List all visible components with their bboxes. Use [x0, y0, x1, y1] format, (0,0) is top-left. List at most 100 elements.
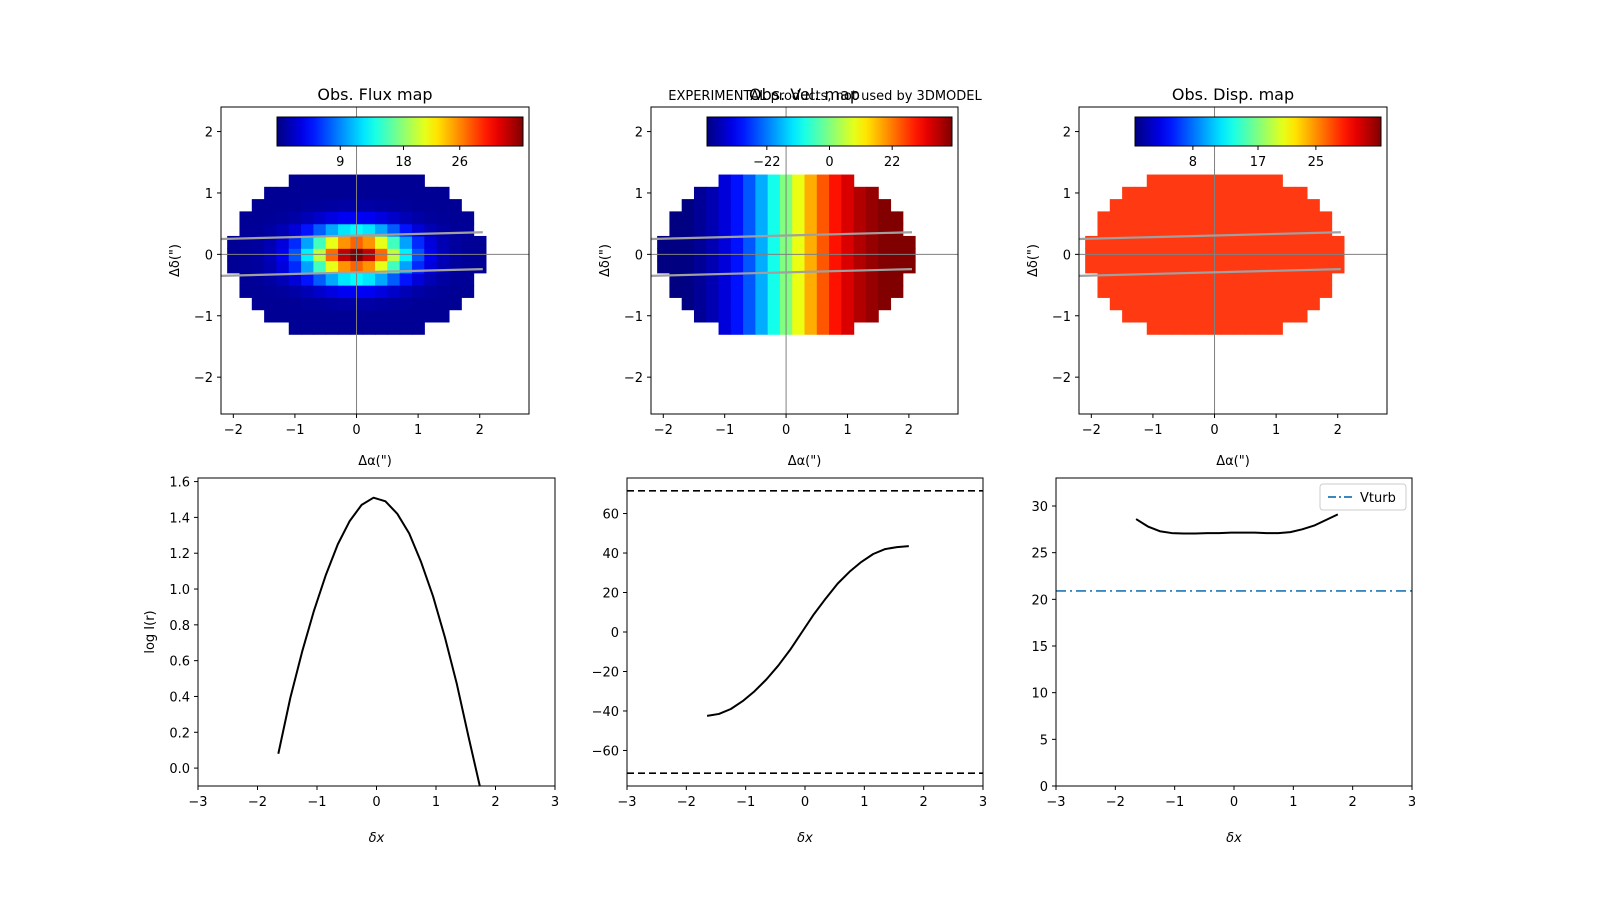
map-pixel	[424, 235, 438, 249]
map-pixel	[767, 272, 781, 286]
map-pixel	[1146, 199, 1160, 212]
map-pixel	[865, 223, 879, 237]
map-pixel	[1183, 321, 1197, 335]
map-pixel	[301, 186, 314, 200]
map-pixel	[338, 309, 351, 323]
map-pixel	[1245, 174, 1259, 188]
map-pixel	[276, 309, 290, 323]
x-tick-label: 3	[1408, 795, 1416, 810]
map-pixel	[804, 285, 818, 298]
map-pixel	[1196, 235, 1209, 249]
map-pixel	[1294, 285, 1308, 298]
x-tick-label: 1	[1272, 423, 1280, 438]
y-tick-label: 60	[602, 508, 619, 523]
map-pixel	[755, 174, 769, 188]
map-pixel	[804, 186, 818, 200]
map-pixel	[669, 285, 683, 298]
map-pixel	[301, 285, 314, 298]
map-pixel	[1171, 235, 1185, 249]
map-pixel	[1109, 211, 1123, 225]
y-tick-label: 15	[1031, 640, 1048, 655]
map-pixel	[288, 285, 302, 298]
panel-title: Obs. Disp. map	[1172, 85, 1294, 104]
map-pixel	[1134, 272, 1148, 286]
map-pixel	[767, 297, 781, 311]
map-pixel	[1183, 223, 1197, 237]
x-axis-label: Δα(")	[788, 454, 822, 469]
map-pixel	[718, 272, 732, 286]
map-pixel	[1269, 211, 1283, 225]
map-pixel	[743, 285, 756, 298]
map-pixel	[1146, 309, 1160, 323]
map-pixel	[387, 211, 401, 225]
map-pixel	[693, 186, 707, 200]
map-pixel	[816, 211, 830, 225]
map-pixel	[902, 260, 916, 274]
map-pixel	[301, 199, 314, 212]
map-pixel	[1294, 272, 1308, 286]
map-pixel	[1171, 211, 1185, 225]
y-tick-label: −1	[194, 310, 213, 325]
map-pixel	[730, 223, 744, 237]
map-pixel	[1196, 174, 1209, 188]
map-pixel	[829, 211, 842, 225]
map-pixel	[792, 223, 806, 237]
x-tick-label: 1	[414, 423, 422, 438]
colorbar	[1134, 116, 1382, 147]
flux-profile-panel: −3 −2 −1 0 1 2 3 0.0 0.2 0.4 0.6 0.8 1.0 1.2 1.4 1.6 δx l…	[143, 476, 559, 846]
y-tick-label: −2	[1052, 371, 1071, 386]
map-pixel	[288, 223, 302, 237]
map-pixel	[325, 309, 339, 323]
map-pixel	[804, 272, 818, 286]
map-pixel	[718, 297, 732, 311]
map-pixel	[375, 297, 388, 311]
map-pixel	[338, 260, 351, 274]
map-pixel	[288, 321, 302, 335]
map-pixel	[730, 260, 744, 274]
map-pixel	[436, 186, 450, 200]
legend-label: Vturb	[1360, 491, 1396, 506]
map-pixel	[461, 260, 475, 274]
map-pixel	[743, 199, 756, 212]
axes-frame	[220, 106, 530, 415]
map-pixel	[693, 272, 707, 286]
map-pixel	[448, 235, 462, 249]
map-pixel	[730, 174, 744, 188]
map-pixel	[411, 186, 425, 200]
map-pixel	[411, 211, 425, 225]
map-pixel	[399, 309, 413, 323]
map-pixel	[1257, 211, 1271, 225]
map-pixel	[338, 297, 351, 311]
y-axis-label: Δδ(")	[598, 244, 613, 277]
map-pixel	[693, 260, 707, 274]
map-pixel	[424, 285, 438, 298]
map-pixel	[1146, 285, 1160, 298]
map-pixel	[681, 297, 695, 311]
map-pixel	[681, 199, 695, 212]
map-pixel	[1146, 223, 1160, 237]
y-tick-label: 1	[205, 187, 213, 202]
map-pixel	[1146, 235, 1160, 249]
map-pixel	[1097, 260, 1111, 274]
map-pixel	[1109, 223, 1123, 237]
map-pixel	[841, 309, 855, 323]
map-pixel	[706, 211, 720, 225]
map-pixel	[375, 272, 388, 286]
map-pixel	[1109, 199, 1123, 212]
map-pixel	[1159, 186, 1172, 200]
map-pixel	[1233, 223, 1246, 237]
map-pixel	[424, 272, 438, 286]
map-pixel	[792, 321, 806, 335]
map-pixel	[841, 297, 855, 311]
map-pixel	[1122, 272, 1136, 286]
map-pixel	[1306, 260, 1320, 274]
map-pixel	[1146, 174, 1160, 188]
map-pixel	[1245, 309, 1259, 323]
colorbar-tick-label: 8	[1189, 155, 1197, 170]
map-pixel	[743, 272, 756, 286]
map-pixel	[804, 260, 818, 274]
map-pixel	[239, 223, 253, 237]
map-pixel	[1220, 235, 1234, 249]
map-pixel	[1257, 297, 1271, 311]
